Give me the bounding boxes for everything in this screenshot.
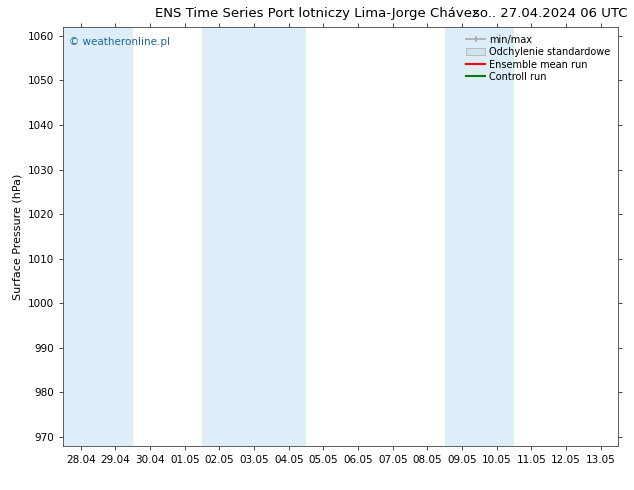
Text: so.. 27.04.2024 06 UTC: so.. 27.04.2024 06 UTC	[473, 7, 628, 21]
Text: © weatheronline.pl: © weatheronline.pl	[69, 37, 170, 48]
Bar	[98, 27, 133, 446]
Bar	[445, 27, 479, 446]
Text: ENS Time Series Port lotniczy Lima-Jorge Chávez: ENS Time Series Port lotniczy Lima-Jorge…	[155, 7, 479, 21]
Legend: min/max, Odchylenie standardowe, Ensemble mean run, Controll run: min/max, Odchylenie standardowe, Ensembl…	[463, 32, 613, 85]
Bar	[63, 27, 98, 446]
Bar	[271, 27, 306, 446]
Bar	[202, 27, 236, 446]
Y-axis label: Surface Pressure (hPa): Surface Pressure (hPa)	[13, 173, 23, 299]
Bar	[479, 27, 514, 446]
Bar	[236, 27, 271, 446]
